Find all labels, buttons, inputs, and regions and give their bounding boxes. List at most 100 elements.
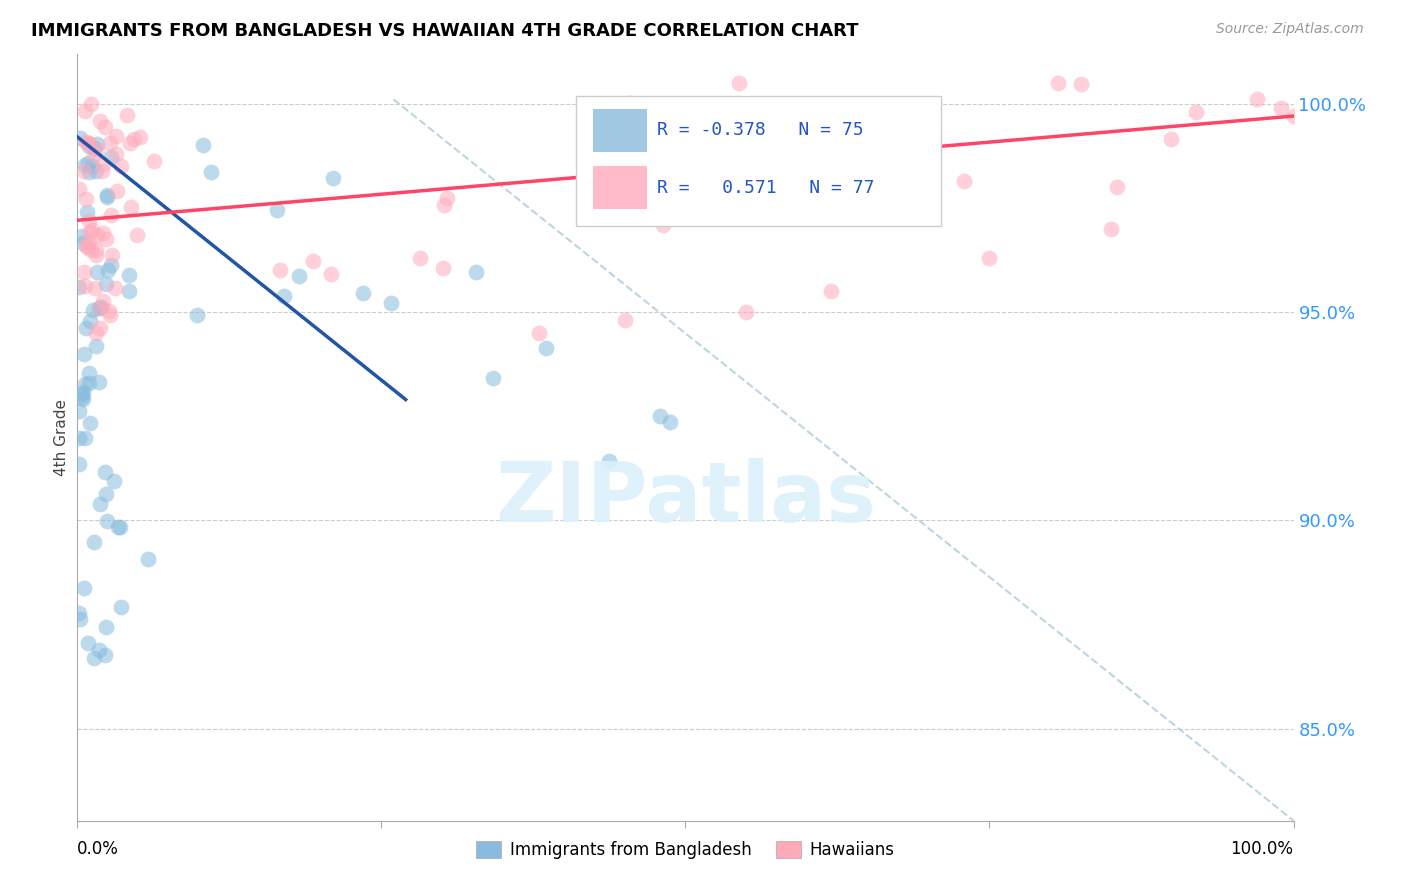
- Point: [191, 138, 214, 153]
- Point: [76, 239, 98, 253]
- Point: [89, 113, 111, 128]
- Point: [77, 139, 100, 153]
- Point: [96, 232, 118, 246]
- Point: [75, 135, 97, 149]
- Point: [89, 301, 111, 316]
- Point: [658, 415, 681, 429]
- Point: [87, 376, 110, 390]
- Point: [75, 192, 97, 206]
- Point: [89, 321, 111, 335]
- Text: R =   0.571   N = 77: R = 0.571 N = 77: [658, 178, 875, 197]
- Point: [321, 267, 343, 281]
- Point: [89, 497, 111, 511]
- Point: [83, 281, 105, 295]
- Point: [73, 265, 96, 279]
- Point: [94, 120, 117, 134]
- Point: [288, 268, 311, 283]
- Point: [432, 260, 454, 275]
- Point: [848, 117, 870, 131]
- Point: [127, 227, 149, 242]
- Point: [436, 191, 458, 205]
- Point: [105, 184, 128, 198]
- Point: [650, 409, 672, 424]
- Point: [110, 520, 132, 534]
- Point: [73, 431, 96, 445]
- Point: [115, 108, 138, 122]
- Point: [73, 581, 96, 595]
- Point: [70, 387, 93, 401]
- Point: [110, 600, 132, 615]
- Point: [67, 280, 90, 294]
- Text: 100.0%: 100.0%: [1230, 839, 1294, 858]
- Point: [80, 159, 103, 173]
- Point: [118, 268, 141, 282]
- Point: [75, 320, 97, 334]
- Point: [120, 200, 142, 214]
- Point: [352, 286, 374, 301]
- Point: [77, 165, 100, 179]
- Point: [86, 265, 108, 279]
- Point: [67, 457, 90, 471]
- Point: [269, 263, 291, 277]
- Point: [1282, 109, 1305, 123]
- Point: [77, 136, 100, 150]
- Point: [91, 293, 114, 308]
- Point: [69, 612, 91, 626]
- Point: [77, 376, 100, 390]
- Point: [94, 487, 117, 501]
- Point: [93, 465, 115, 479]
- Point: [465, 265, 488, 279]
- Point: [727, 76, 749, 90]
- Point: [409, 251, 432, 265]
- Point: [110, 159, 132, 173]
- Point: [143, 154, 166, 169]
- Point: [91, 156, 114, 170]
- Point: [67, 182, 90, 196]
- Point: [86, 136, 108, 151]
- Point: [979, 251, 1001, 265]
- Point: [75, 103, 97, 118]
- Point: [105, 129, 128, 144]
- Point: [107, 520, 129, 534]
- Point: [1047, 76, 1070, 90]
- Point: [77, 235, 100, 250]
- Point: [128, 130, 150, 145]
- Point: [72, 347, 94, 361]
- Point: [94, 648, 117, 662]
- Point: [100, 258, 122, 272]
- Point: [84, 339, 107, 353]
- Point: [97, 262, 120, 277]
- Point: [651, 218, 673, 232]
- Point: [529, 326, 551, 340]
- Point: [96, 190, 118, 204]
- Point: [100, 149, 122, 163]
- Point: [67, 606, 90, 620]
- Point: [83, 651, 105, 665]
- Point: [118, 284, 141, 298]
- Point: [598, 454, 620, 468]
- Point: [1270, 101, 1292, 115]
- Point: [90, 301, 112, 315]
- Point: [79, 225, 101, 239]
- Point: [86, 144, 108, 158]
- Point: [1185, 104, 1208, 119]
- Point: [536, 341, 558, 355]
- Point: [200, 165, 222, 179]
- Point: [69, 131, 91, 145]
- Point: [67, 403, 90, 417]
- Point: [1160, 131, 1182, 145]
- Point: [118, 136, 141, 151]
- Point: [433, 198, 456, 212]
- Legend: Immigrants from Bangladesh, Hawaiians: Immigrants from Bangladesh, Hawaiians: [470, 835, 901, 866]
- Point: [101, 248, 124, 262]
- Point: [79, 416, 101, 430]
- Text: 0.0%: 0.0%: [77, 839, 120, 858]
- Point: [76, 204, 98, 219]
- Point: [84, 244, 107, 258]
- Point: [613, 313, 636, 327]
- Point: [94, 620, 117, 634]
- Point: [1105, 179, 1128, 194]
- Point: [91, 163, 114, 178]
- FancyBboxPatch shape: [593, 109, 647, 152]
- Point: [75, 158, 97, 172]
